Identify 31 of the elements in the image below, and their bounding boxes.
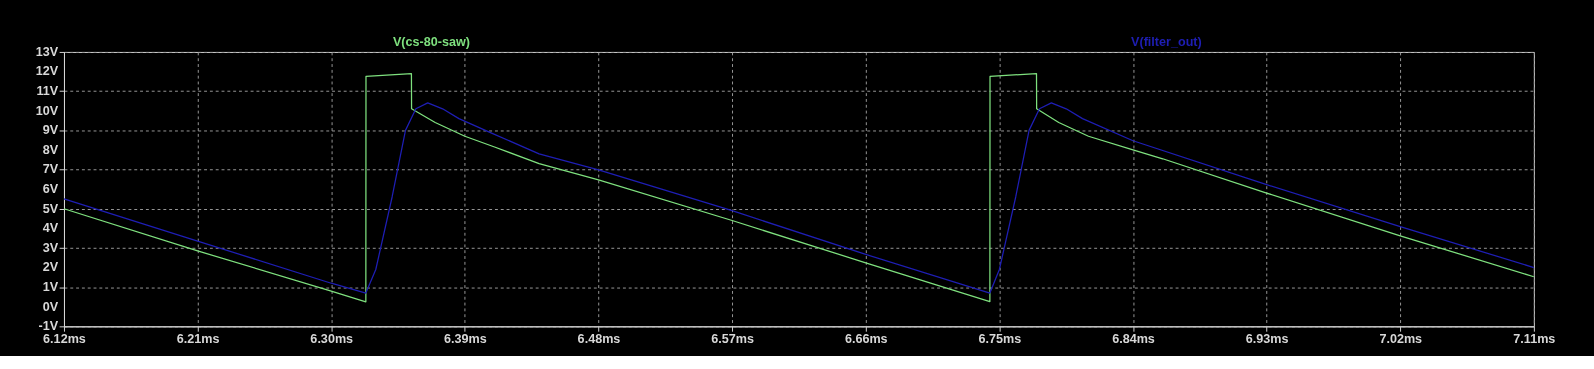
y-tick-label: 6V [42,182,59,197]
x-tick-label: 6.93ms [1245,332,1289,347]
x-tick-label: 6.30ms [310,332,354,347]
x-tick-label: 6.48ms [577,332,621,347]
x-tick-label: 6.57ms [711,332,754,347]
x-tick-label: 7.02ms [1379,332,1423,347]
y-tick-label: 3V [42,240,59,255]
y-tick-label: 13V [35,44,59,59]
y-tick-label: 10V [35,103,59,118]
y-tick-label: 2V [42,260,59,275]
text: V(cs-80-saw) [392,35,470,50]
line-series [63,72,1534,303]
y-tick-label: 4V [42,221,59,236]
y-tick-label: 11V [36,84,59,99]
y-tick-label: 1V [42,280,59,295]
x-tick-label: 6.21ms [176,332,220,347]
x-tick-label: 6.84ms [1112,332,1155,347]
y-tick-label: 9V [42,123,59,138]
y-tick-label: 7V [42,162,59,177]
y-tick-label: -1V [38,319,59,334]
x-tick-label: 6.66ms [844,332,888,347]
y-tick-label: 0V [42,299,59,314]
x-tick-label: 6.39ms [444,332,487,347]
x-tick-label: 7.11ms [1513,332,1556,347]
x-tick-label: 6.12ms [43,332,86,347]
x-tick-label: 6.75ms [978,332,1022,347]
y-tick-label: 8V [42,142,59,157]
y-tick-label: 12V [35,64,59,79]
y-tick-label: 5V [42,201,59,216]
line-series [63,102,1534,294]
text: V(filter_out) [1131,35,1202,50]
